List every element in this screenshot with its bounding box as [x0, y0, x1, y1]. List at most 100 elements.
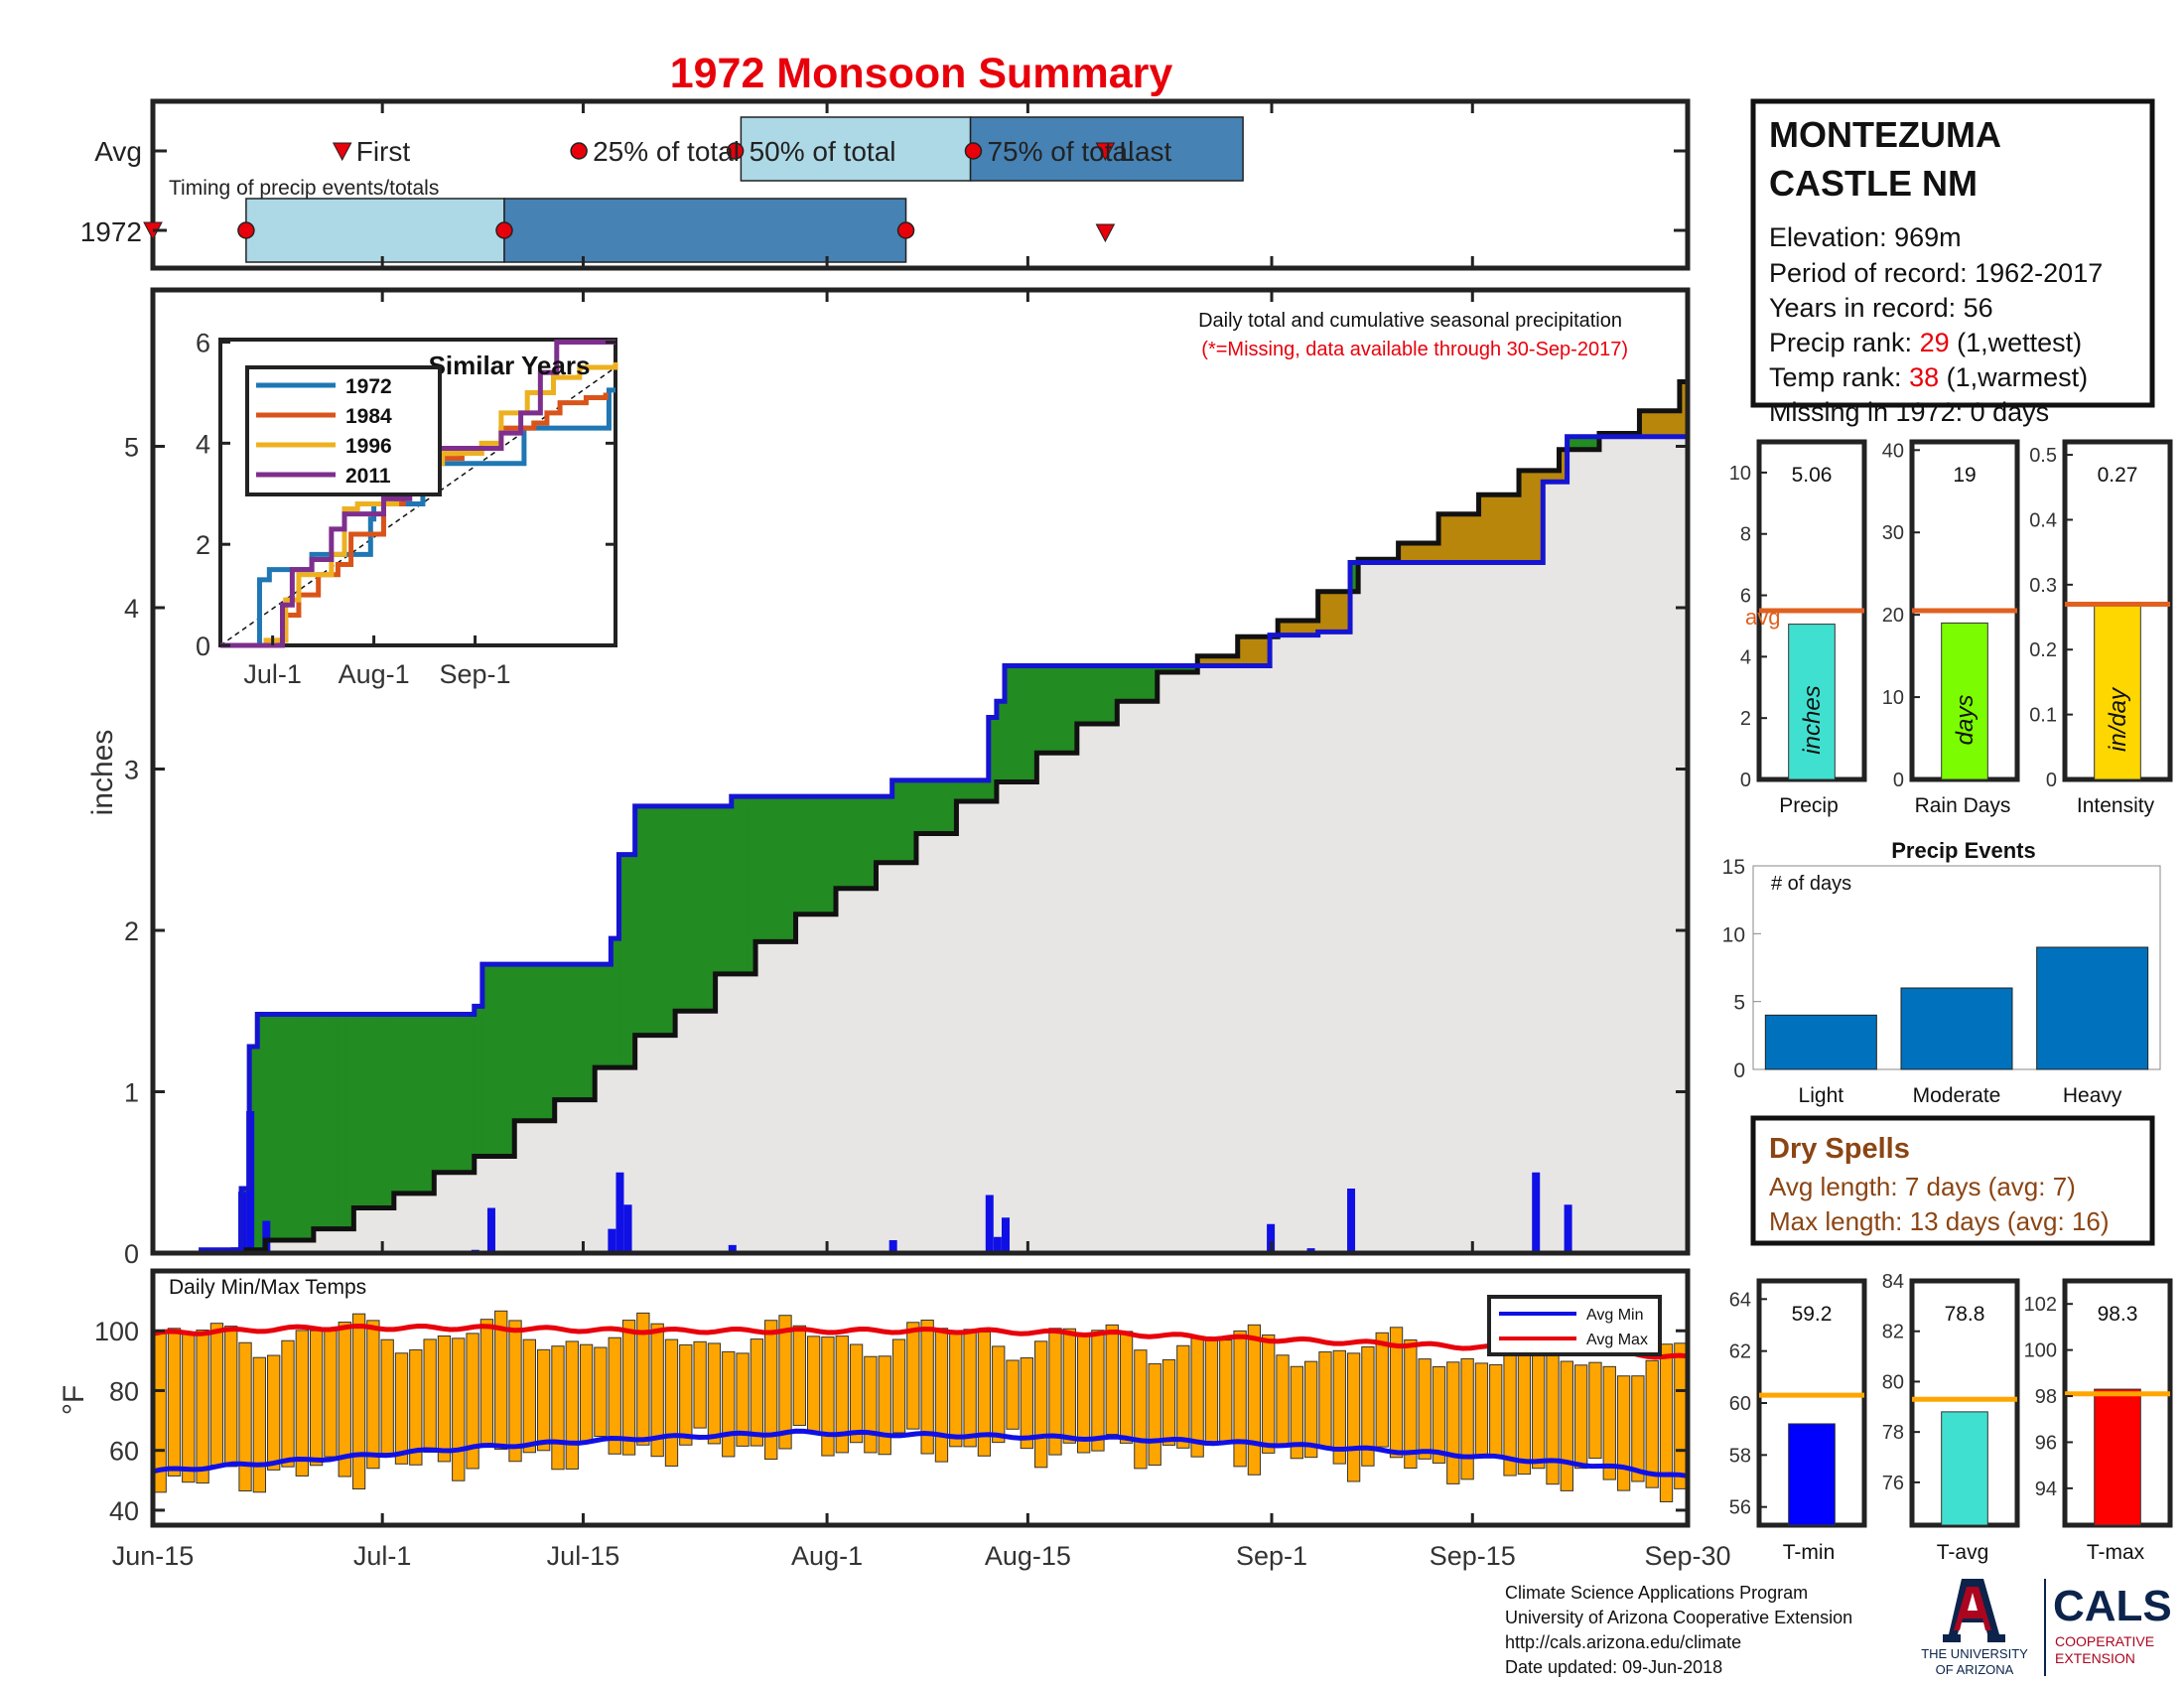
- above-average-band: [787, 796, 797, 942]
- below-average-band: [1639, 410, 1649, 437]
- station-elevation: Elevation: 969m: [1769, 222, 1962, 252]
- footer-line1: Climate Science Applications Program: [1505, 1583, 1808, 1603]
- above-average-band: [481, 964, 491, 1157]
- below-average-band: [1430, 543, 1439, 563]
- timing-marker-dot: [570, 142, 588, 160]
- above-average-band: [273, 1014, 283, 1240]
- below-average-band: [1647, 410, 1657, 437]
- above-average-band: [361, 1014, 371, 1208]
- year-50-75-box: [503, 198, 907, 263]
- above-average-band: [1013, 665, 1022, 782]
- daily-temp-bar: [1517, 1336, 1532, 1476]
- above-average-band: [899, 779, 909, 863]
- inset-y-tick-label: 4: [196, 429, 210, 459]
- above-average-band: [369, 1014, 379, 1208]
- above-average-band: [321, 1014, 331, 1229]
- below-average-band: [1341, 591, 1351, 633]
- above-average-band: [1109, 665, 1118, 724]
- timing-marker-dot: [896, 221, 915, 239]
- y-tick-label: 5: [124, 433, 139, 463]
- above-average-band: [618, 854, 628, 1068]
- above-average-band: [980, 779, 990, 801]
- daily-temp-bar: [1247, 1324, 1262, 1476]
- daily-precip-bar: [623, 1204, 632, 1253]
- daily-temp-bar: [1134, 1349, 1148, 1470]
- above-average-band: [932, 779, 941, 834]
- above-average-band: [1028, 665, 1037, 782]
- temp-y-tick-label: 80: [109, 1376, 139, 1406]
- below-average-band: [1333, 591, 1343, 633]
- temps-plot-bg: [153, 1271, 1688, 1525]
- daily-temp-bar: [1474, 1362, 1489, 1456]
- station-info-box: MONTEZUMA CASTLE NM Elevation: 969m Peri…: [1750, 98, 2155, 427]
- above-average-band: [924, 779, 933, 834]
- year-25-50-box: [245, 198, 505, 263]
- daily-precip-bar: [985, 1195, 994, 1253]
- below-average-band: [1551, 470, 1561, 483]
- summary-unit-label: days: [1952, 695, 1979, 746]
- below-average-band: [1510, 494, 1520, 563]
- above-average-band: [634, 805, 644, 1036]
- below-average-band: [1406, 543, 1416, 563]
- timing-panel: Avg 1972 Timing of precip events/totals …: [80, 98, 1691, 271]
- above-average-band: [827, 796, 837, 914]
- inset-y-tick-label: 6: [196, 329, 210, 358]
- timing-marker-dot: [964, 142, 983, 160]
- events-tick-label: 0: [1733, 1059, 1745, 1082]
- daily-temp-bar: [1573, 1364, 1588, 1470]
- footer-url: http://cals.arizona.edu/climate: [1505, 1632, 1741, 1652]
- below-average-band: [1679, 381, 1689, 437]
- summary-tick-label: 56: [1729, 1497, 1751, 1519]
- season-summary-bars: 0 2 4 6 8 10 5.06 inches avg 0 10 20 30 40 19 days 0 0.1 0…: [1729, 439, 2173, 791]
- below-average-band: [1462, 513, 1472, 563]
- above-average-band: [852, 796, 861, 889]
- summary-tick-label: 76: [1882, 1473, 1904, 1494]
- above-average-band: [338, 1014, 346, 1229]
- below-average-band: [1325, 591, 1335, 633]
- daily-temp-bar: [1616, 1375, 1631, 1491]
- daily-temp-bar: [636, 1312, 650, 1446]
- above-average-band: [377, 1014, 387, 1208]
- below-cumulative-area: [153, 436, 1688, 1253]
- above-average-band: [1582, 436, 1592, 450]
- daily-temp-bar: [508, 1320, 522, 1463]
- daily-precip-bar: [1564, 1204, 1572, 1253]
- above-average-band: [554, 964, 564, 1100]
- summary-tick-label: 96: [2035, 1432, 2057, 1454]
- inset-x-tick-label: Aug-1: [339, 659, 410, 689]
- summary-tick-label: 20: [1882, 605, 1904, 627]
- summary-bar: [2094, 1388, 2141, 1526]
- date-tick-label: Jul-1: [353, 1541, 412, 1571]
- daily-temp-bar: [992, 1345, 1006, 1444]
- summary-tick-label: 0: [1893, 770, 1904, 791]
- above-average-band: [1157, 665, 1166, 672]
- above-average-band: [418, 1014, 427, 1194]
- below-average-band: [1502, 494, 1512, 563]
- daily-temp-bar: [963, 1329, 977, 1448]
- above-average-band: [667, 805, 676, 1036]
- daily-temp-bar: [1418, 1358, 1432, 1460]
- summary-tick-label: 40: [1882, 440, 1904, 462]
- above-average-band: [763, 796, 772, 942]
- above-average-band: [723, 805, 733, 974]
- daily-temp-bar: [1233, 1330, 1247, 1468]
- events-category-label: Light: [1799, 1084, 1844, 1107]
- summary-value-label: 0.27: [2098, 464, 2138, 487]
- tmin-label: T-min: [1783, 1541, 1836, 1564]
- summary-value-label: 19: [1953, 464, 1976, 487]
- footer: Climate Science Applications Program Uni…: [1505, 1579, 2172, 1677]
- above-average-band: [611, 938, 620, 1068]
- daily-temp-bar: [366, 1320, 380, 1470]
- above-average-band: [844, 796, 853, 889]
- timing-marker-dot: [726, 142, 745, 160]
- daily-temp-bar: [891, 1338, 906, 1434]
- daily-temp-bar: [621, 1320, 636, 1456]
- below-average-band: [1527, 470, 1536, 563]
- date-tick-label: Sep-15: [1430, 1541, 1516, 1571]
- summary-tick-label: 0.5: [2029, 445, 2057, 467]
- station-name-line1: MONTEZUMA: [1769, 114, 2001, 155]
- below-average-band: [1519, 470, 1528, 563]
- above-average-band: [313, 1014, 323, 1229]
